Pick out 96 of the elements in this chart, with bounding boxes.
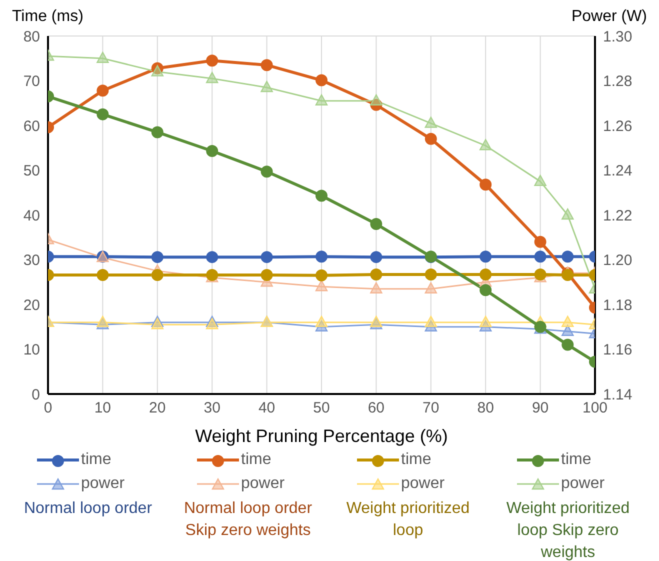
point: [260, 268, 273, 281]
legend-label: power: [241, 475, 286, 493]
point: [206, 318, 218, 330]
y-tick-label: 10: [23, 342, 40, 359]
x-tick-label: 30: [204, 400, 220, 417]
point: [480, 250, 492, 263]
point: [260, 166, 273, 178]
legend-label: time: [81, 451, 112, 469]
y-axis-title: Time (ms): [12, 8, 84, 27]
point: [480, 316, 492, 327]
x-tick-label: 80: [477, 400, 494, 417]
y-tick-label: 20: [23, 296, 40, 314]
x-tick-label: 90: [532, 400, 549, 417]
point: [316, 74, 328, 86]
point: [96, 268, 109, 281]
x-tick-label: 0: [44, 400, 52, 417]
y-tick-label: 0: [32, 386, 40, 404]
point: [480, 284, 492, 296]
point: [316, 250, 328, 263]
point: [96, 316, 109, 327]
point: [562, 324, 574, 336]
x-tick-label: 60: [368, 400, 385, 417]
y2-tick-label: 1.26: [603, 118, 632, 135]
point: [260, 59, 273, 72]
y-tick-label: 60: [23, 118, 40, 135]
point: [151, 126, 164, 138]
legend-label: power: [81, 475, 126, 493]
point: [151, 251, 164, 264]
point: [316, 269, 328, 282]
y-tick-label: 40: [23, 207, 40, 224]
y2-tick-label: 1.18: [603, 296, 632, 314]
point: [315, 316, 328, 327]
y-tick-label: 30: [23, 252, 40, 270]
text: Normal loop order Skip zero weights: [182, 499, 314, 541]
point: [480, 139, 492, 150]
point: [562, 338, 574, 351]
point: [562, 250, 574, 263]
point: [151, 268, 164, 281]
point: [151, 318, 164, 330]
y2-axis-title: Power (W): [571, 8, 647, 27]
x-tick-label: 50: [313, 400, 330, 417]
text: Normal loop order: [24, 499, 152, 519]
point: [206, 72, 218, 84]
x-tick-label: 70: [422, 400, 440, 417]
point: [562, 316, 574, 327]
point: [316, 190, 328, 202]
point: [206, 145, 218, 158]
y2-tick-label: 1.20: [603, 252, 632, 270]
point: [480, 268, 492, 281]
point: [315, 280, 328, 292]
point: [562, 208, 574, 220]
point: [206, 54, 218, 67]
point: [370, 98, 382, 111]
point: [260, 251, 273, 264]
point: [424, 316, 437, 327]
point: [534, 250, 546, 263]
point: [315, 94, 328, 106]
text: Weight prioritized loop Skip zero weights: [505, 499, 631, 561]
point: [260, 80, 273, 92]
x-tick-label: 10: [94, 400, 112, 417]
y-tick-label: 80: [23, 28, 40, 46]
legend-label: time: [401, 451, 432, 469]
point: [424, 268, 437, 281]
y-tick-label: 70: [23, 73, 40, 90]
point: [424, 132, 437, 145]
y2-tick-label: 1.30: [603, 28, 632, 46]
point: [206, 251, 218, 264]
point: [370, 282, 382, 294]
y-tick-label: 50: [23, 162, 40, 180]
point: [96, 52, 109, 63]
legend-label: time: [561, 451, 592, 469]
y2-tick-label: 1.28: [603, 73, 632, 90]
point: [96, 108, 109, 120]
y2-tick-label: 1.22: [603, 207, 632, 224]
y2-tick-label: 1.16: [603, 342, 632, 359]
point: [480, 178, 492, 191]
point: [96, 84, 109, 97]
x-tick-label: 40: [258, 400, 276, 417]
point: [370, 218, 382, 230]
y2-tick-label: 1.24: [603, 162, 632, 180]
point: [424, 282, 437, 294]
point: [534, 236, 546, 248]
point: [424, 116, 437, 128]
x-axis-title: Weight Pruning Percentage (%): [195, 426, 448, 446]
point: [370, 251, 382, 264]
x-tick-label: 20: [149, 400, 166, 417]
legend-label: time: [241, 451, 272, 469]
legend-label: power: [401, 475, 446, 493]
point: [151, 65, 164, 76]
legend-label: power: [561, 475, 606, 493]
point: [534, 174, 546, 186]
text: Weight prioritized loop: [345, 499, 471, 541]
point: [370, 94, 382, 106]
point: [370, 316, 382, 327]
point: [151, 62, 164, 74]
point: [370, 268, 382, 281]
